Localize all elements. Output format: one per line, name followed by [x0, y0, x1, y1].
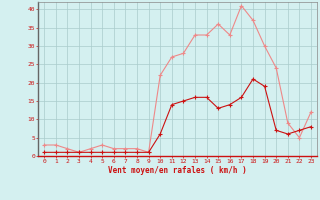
- X-axis label: Vent moyen/en rafales ( km/h ): Vent moyen/en rafales ( km/h ): [108, 166, 247, 175]
